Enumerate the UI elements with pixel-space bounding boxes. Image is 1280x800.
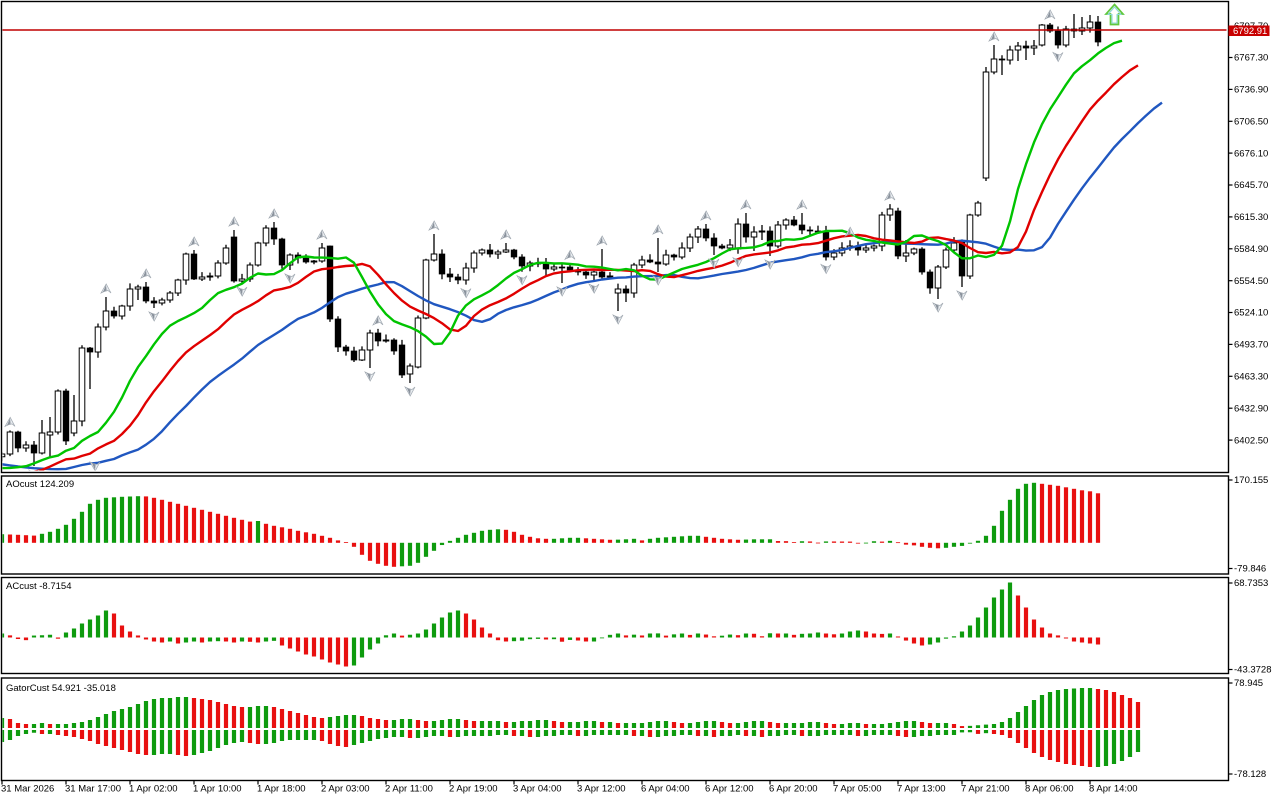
- svg-text:6615.30: 6615.30: [1234, 212, 1268, 223]
- svg-text:GatorCust 54.921 -35.018: GatorCust 54.921 -35.018: [6, 683, 116, 694]
- svg-text:2 Apr 19:00: 2 Apr 19:00: [449, 784, 498, 795]
- svg-text:2 Apr 11:00: 2 Apr 11:00: [385, 784, 433, 795]
- svg-text:1 Apr 02:00: 1 Apr 02:00: [129, 784, 178, 795]
- svg-text:2 Apr 03:00: 2 Apr 03:00: [321, 784, 370, 795]
- svg-text:6792.91: 6792.91: [1233, 26, 1267, 37]
- svg-text:6 Apr 12:00: 6 Apr 12:00: [705, 784, 754, 795]
- svg-text:6402.50: 6402.50: [1234, 435, 1268, 446]
- svg-text:6676.10: 6676.10: [1234, 148, 1268, 159]
- svg-text:6524.10: 6524.10: [1234, 308, 1268, 319]
- svg-text:6584.90: 6584.90: [1234, 244, 1268, 255]
- svg-text:-78.128: -78.128: [1234, 769, 1266, 780]
- svg-text:-79.846: -79.846: [1234, 564, 1266, 575]
- svg-text:ACcust -8.7154: ACcust -8.7154: [6, 581, 71, 592]
- svg-text:1 Apr 10:00: 1 Apr 10:00: [193, 784, 242, 795]
- svg-text:6 Apr 20:00: 6 Apr 20:00: [769, 784, 818, 795]
- svg-text:6432.90: 6432.90: [1234, 403, 1268, 414]
- svg-text:-43.3728: -43.3728: [1234, 665, 1272, 676]
- svg-text:31 Mar 17:00: 31 Mar 17:00: [65, 784, 121, 795]
- svg-text:8 Apr 14:00: 8 Apr 14:00: [1089, 784, 1138, 795]
- svg-text:6 Apr 04:00: 6 Apr 04:00: [641, 784, 690, 795]
- svg-text:31 Mar 2026: 31 Mar 2026: [1, 784, 54, 795]
- svg-text:6554.50: 6554.50: [1234, 276, 1268, 287]
- svg-text:3 Apr 04:00: 3 Apr 04:00: [513, 784, 562, 795]
- svg-text:7 Apr 21:00: 7 Apr 21:00: [961, 784, 1010, 795]
- svg-text:6645.70: 6645.70: [1234, 180, 1268, 191]
- svg-text:AOcust 124.209: AOcust 124.209: [6, 479, 74, 490]
- svg-text:3 Apr 12:00: 3 Apr 12:00: [577, 784, 626, 795]
- svg-text:170.155: 170.155: [1234, 475, 1268, 486]
- svg-text:1 Apr 18:00: 1 Apr 18:00: [257, 784, 306, 795]
- svg-text:7 Apr 05:00: 7 Apr 05:00: [833, 784, 882, 795]
- svg-text:6767.30: 6767.30: [1234, 53, 1268, 64]
- svg-text:78.945: 78.945: [1234, 678, 1263, 689]
- svg-text:8 Apr 06:00: 8 Apr 06:00: [1025, 784, 1074, 795]
- svg-text:68.7353: 68.7353: [1234, 578, 1268, 589]
- svg-text:7 Apr 13:00: 7 Apr 13:00: [897, 784, 946, 795]
- svg-text:6463.30: 6463.30: [1234, 372, 1268, 383]
- svg-text:6493.70: 6493.70: [1234, 340, 1268, 351]
- svg-text:6706.50: 6706.50: [1234, 117, 1268, 128]
- svg-text:6736.90: 6736.90: [1234, 85, 1268, 96]
